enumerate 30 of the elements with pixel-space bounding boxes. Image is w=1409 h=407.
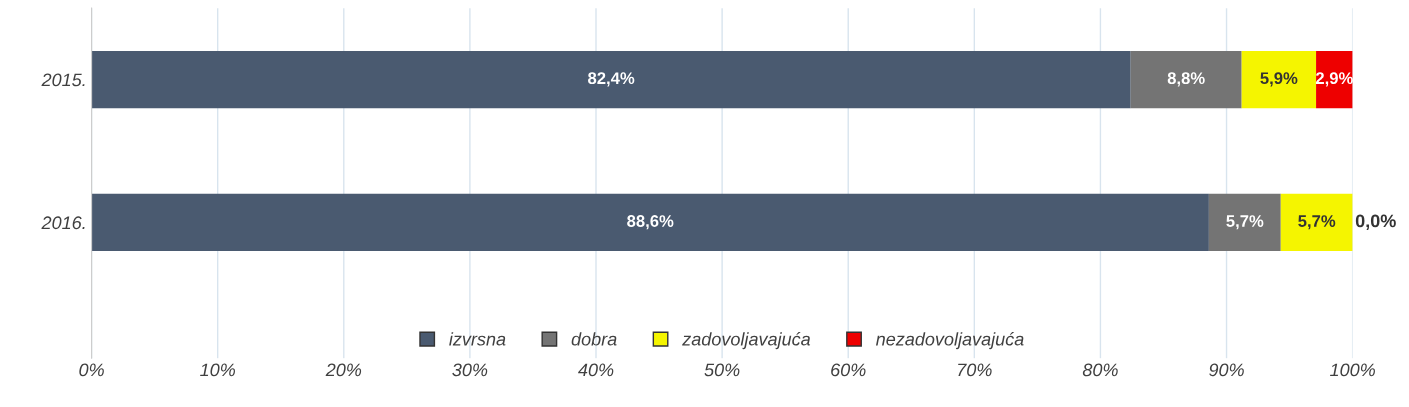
legend-label: izvrsna xyxy=(449,332,506,346)
x-tick-label: 40% xyxy=(578,363,614,377)
bar xyxy=(1208,193,1281,252)
x-tick-label: 100% xyxy=(1330,363,1375,377)
bar xyxy=(1241,51,1317,109)
x-tick-label: 60% xyxy=(831,363,866,377)
x-tick-label: 20% xyxy=(325,363,362,377)
bar xyxy=(1130,51,1242,109)
x-tick-label: 0% xyxy=(79,363,104,377)
x-tick-label: 10% xyxy=(200,363,235,377)
legend-label: dobra xyxy=(571,332,617,346)
x-tick-label: 50% xyxy=(704,363,740,377)
x-tick-label: 90% xyxy=(1209,363,1244,377)
bar xyxy=(91,193,1209,252)
data-label: 8,8% xyxy=(1167,72,1205,87)
x-tick-label: 80% xyxy=(1082,363,1118,377)
legend-label: nezadovoljavajuća xyxy=(876,332,1024,350)
data-label: 5,7% xyxy=(1226,215,1264,230)
y-tick-label: 2016. xyxy=(41,216,85,230)
data-label: 5,7% xyxy=(1298,215,1336,230)
data-label: 5,9% xyxy=(1260,72,1298,87)
bar xyxy=(91,51,1131,109)
data-label: 88,6% xyxy=(627,215,674,230)
x-tick-label: 70% xyxy=(958,363,992,377)
legend-label: zadovoljavajuća xyxy=(682,332,811,350)
x-tick-label: 30% xyxy=(452,363,488,377)
y-tick-label: 2015. xyxy=(41,73,85,87)
bar xyxy=(1280,193,1353,252)
data-label: 0,0% xyxy=(1355,214,1396,230)
data-label: 82,4% xyxy=(588,72,635,87)
